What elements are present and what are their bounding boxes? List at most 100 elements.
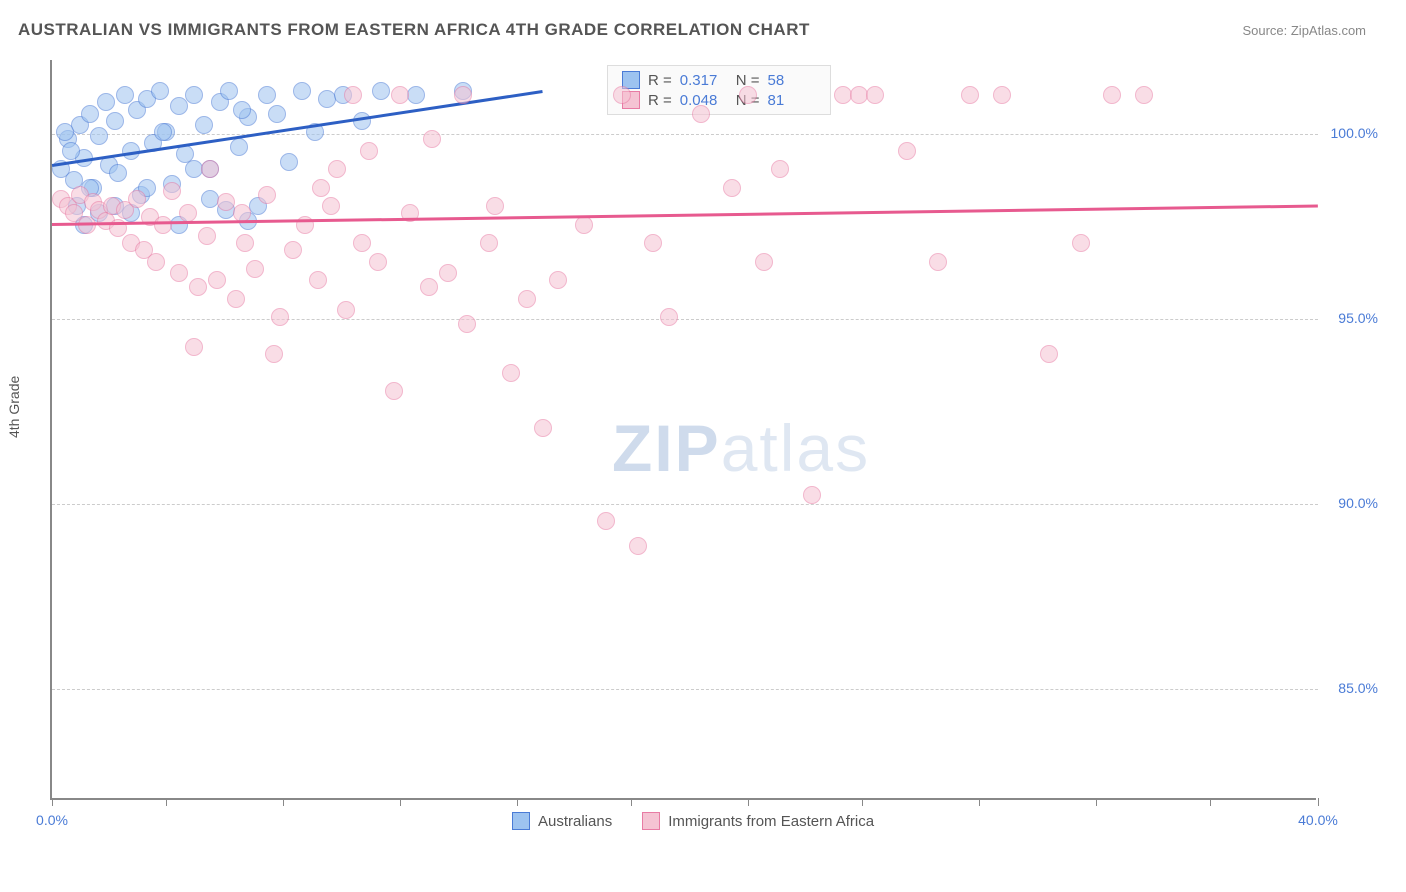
data-point	[151, 82, 169, 100]
ytick-label: 100.0%	[1322, 125, 1378, 141]
xtick	[631, 798, 632, 806]
data-point	[454, 86, 472, 104]
data-point	[803, 486, 821, 504]
data-point	[312, 179, 330, 197]
r-label: R =	[648, 92, 672, 109]
legend-label-australians: Australians	[538, 813, 612, 830]
data-point	[480, 234, 498, 252]
data-point	[372, 82, 390, 100]
xtick-label: 0.0%	[36, 812, 68, 828]
data-point	[518, 290, 536, 308]
data-point	[739, 86, 757, 104]
data-point	[644, 234, 662, 252]
data-point	[866, 86, 884, 104]
data-point	[420, 278, 438, 296]
chart-header: AUSTRALIAN VS IMMIGRANTS FROM EASTERN AF…	[0, 0, 1406, 50]
ytick-label: 90.0%	[1322, 495, 1378, 511]
data-point	[353, 234, 371, 252]
data-point	[723, 179, 741, 197]
data-point	[154, 123, 172, 141]
data-point	[309, 271, 327, 289]
data-point	[423, 130, 441, 148]
data-point	[147, 253, 165, 271]
data-point	[549, 271, 567, 289]
xtick	[166, 798, 167, 806]
r-label: R =	[648, 72, 672, 89]
data-point	[208, 271, 226, 289]
xtick	[1096, 798, 1097, 806]
data-point	[360, 142, 378, 160]
data-point	[293, 82, 311, 100]
data-point	[486, 197, 504, 215]
data-point	[1072, 234, 1090, 252]
data-point	[109, 164, 127, 182]
data-point	[613, 86, 631, 104]
xtick	[862, 798, 863, 806]
data-point	[575, 216, 593, 234]
data-point	[163, 182, 181, 200]
xtick	[517, 798, 518, 806]
chart-source: Source: ZipAtlas.com	[1242, 23, 1366, 38]
chart-title: AUSTRALIAN VS IMMIGRANTS FROM EASTERN AF…	[18, 20, 810, 40]
data-point	[97, 93, 115, 111]
data-point	[322, 197, 340, 215]
data-point	[268, 105, 286, 123]
data-point	[1040, 345, 1058, 363]
ytick-label: 85.0%	[1322, 680, 1378, 696]
data-point	[265, 345, 283, 363]
data-point	[271, 308, 289, 326]
data-point	[246, 260, 264, 278]
swatch-immigrants	[642, 812, 660, 830]
data-point	[344, 86, 362, 104]
data-point	[755, 253, 773, 271]
n-value-immigrants: 81	[768, 92, 816, 109]
gridline	[52, 504, 1318, 505]
xtick-label: 40.0%	[1298, 812, 1338, 828]
data-point	[439, 264, 457, 282]
legend-stats: R = 0.317 N = 58 R = 0.048 N = 81	[607, 65, 831, 115]
data-point	[1103, 86, 1121, 104]
data-point	[90, 127, 108, 145]
ytick-label: 95.0%	[1322, 310, 1378, 326]
plot-region: ZIPatlas R = 0.317 N = 58 R = 0.048 N = …	[50, 60, 1316, 800]
data-point	[660, 308, 678, 326]
xtick	[979, 798, 980, 806]
gridline	[52, 319, 1318, 320]
data-point	[337, 301, 355, 319]
data-point	[284, 241, 302, 259]
legend-item-australians: Australians	[512, 812, 612, 830]
data-point	[179, 204, 197, 222]
legend-label-immigrants: Immigrants from Eastern Africa	[668, 813, 874, 830]
data-point	[170, 264, 188, 282]
legend-item-immigrants: Immigrants from Eastern Africa	[642, 812, 874, 830]
data-point	[201, 160, 219, 178]
data-point	[62, 142, 80, 160]
data-point	[629, 537, 647, 555]
data-point	[1135, 86, 1153, 104]
data-point	[227, 290, 245, 308]
data-point	[296, 216, 314, 234]
xtick	[1318, 798, 1319, 806]
watermark: ZIPatlas	[612, 410, 870, 486]
legend-row-immigrants: R = 0.048 N = 81	[622, 90, 816, 110]
data-point	[258, 86, 276, 104]
data-point	[217, 193, 235, 211]
data-point	[154, 216, 172, 234]
data-point	[258, 186, 276, 204]
data-point	[353, 112, 371, 130]
xtick	[400, 798, 401, 806]
data-point	[195, 116, 213, 134]
gridline	[52, 689, 1318, 690]
data-point	[189, 278, 207, 296]
data-point	[391, 86, 409, 104]
data-point	[230, 138, 248, 156]
n-value-australians: 58	[768, 72, 816, 89]
data-point	[220, 82, 238, 100]
y-axis-label: 4th Grade	[6, 376, 22, 438]
data-point	[185, 338, 203, 356]
data-point	[280, 153, 298, 171]
xtick	[748, 798, 749, 806]
data-point	[236, 234, 254, 252]
data-point	[81, 105, 99, 123]
chart-area: 4th Grade ZIPatlas R = 0.317 N = 58 R = …	[50, 60, 1366, 830]
